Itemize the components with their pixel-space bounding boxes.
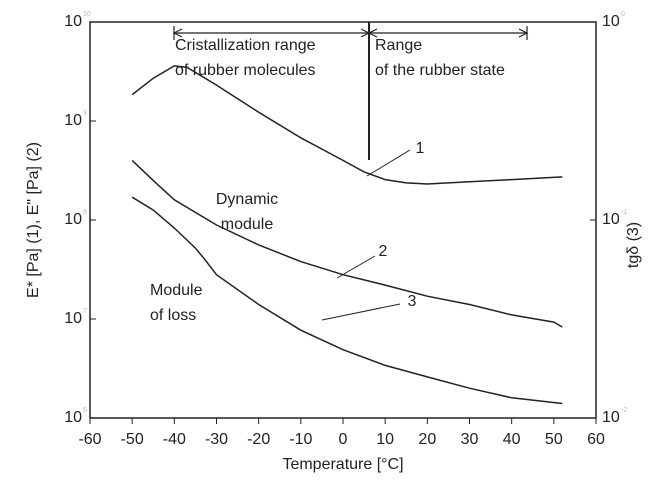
annotation: of loss — [150, 307, 196, 324]
y2-tick-label: 10 — [602, 409, 620, 426]
x-tick-label: -30 — [205, 431, 228, 448]
line-series — [131, 159, 563, 328]
y-tick-exponent: 8 — [83, 209, 87, 216]
series-label: 3 — [408, 293, 417, 310]
y-tick-label: 10 — [64, 13, 82, 30]
y-tick-label: 10 — [64, 409, 82, 426]
y-tick-exponent: 10 — [83, 11, 91, 18]
x-tick-label: -40 — [163, 431, 186, 448]
x-tick-label: -10 — [289, 431, 312, 448]
annotation: module — [221, 216, 274, 233]
annotation: Module — [150, 282, 203, 299]
y-axis-label: E* [Pa] (1), E" [Pa] (2) — [25, 142, 42, 298]
y2-tick-label: 10 — [602, 211, 620, 228]
series-label: 2 — [379, 243, 388, 260]
leader-lines — [321, 149, 411, 321]
y-tick-label: 10 — [64, 112, 82, 129]
y-tick-label: 10 — [64, 211, 82, 228]
y-tick-exponent: 7 — [83, 308, 87, 315]
annotation: of rubber molecules — [175, 62, 316, 79]
x-tick-label: 10 — [376, 431, 394, 448]
y-tick-label: 10 — [64, 310, 82, 327]
y2-tick-exponent: -2 — [621, 407, 627, 414]
line-series — [131, 65, 563, 185]
annotation: of the rubber state — [375, 62, 505, 79]
y-tick-exponent: 6 — [83, 407, 87, 414]
y2-tick-exponent: 0 — [621, 11, 625, 18]
x-axis-label: Temperature [°C] — [282, 456, 403, 473]
x-tick-label: -20 — [247, 431, 270, 448]
x-tick-label: 40 — [503, 431, 521, 448]
annotation: Dynamic — [216, 191, 278, 208]
annotation: Cristallization range — [175, 37, 316, 54]
x-tick-label: 20 — [418, 431, 436, 448]
y2-axis-label: tgδ (3) — [625, 222, 642, 268]
y2-tick-exponent: -1 — [621, 209, 627, 216]
series-label: 1 — [416, 140, 425, 157]
x-tick-label: 30 — [461, 431, 479, 448]
x-tick-label: -50 — [121, 431, 144, 448]
y2-tick-label: 10 — [602, 13, 620, 30]
x-tick-label: -60 — [78, 431, 101, 448]
x-tick-label: 50 — [545, 431, 563, 448]
line-series — [131, 196, 563, 405]
y-tick-exponent: 9 — [83, 110, 87, 117]
annotation: Range — [375, 37, 422, 54]
x-tick-label: 0 — [339, 431, 348, 448]
x-tick-label: 60 — [587, 431, 605, 448]
range-arrows — [172, 26, 529, 40]
